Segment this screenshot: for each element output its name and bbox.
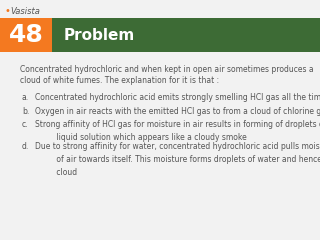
Text: Oxygen in air reacts with the emitted HCl gas to from a cloud of chlorine gas: Oxygen in air reacts with the emitted HC… [35, 107, 320, 116]
Text: •: • [4, 6, 10, 16]
Text: Concentrated hydrochloric acid emits strongly smelling HCl gas all the time: Concentrated hydrochloric acid emits str… [35, 93, 320, 102]
Text: Vasista: Vasista [10, 6, 40, 16]
Text: a.: a. [22, 93, 29, 102]
Text: Due to strong affinity for water, concentrated hydrochloric acid pulls moisture
: Due to strong affinity for water, concen… [35, 142, 320, 177]
Text: Problem: Problem [64, 28, 135, 42]
Text: b.: b. [22, 107, 29, 116]
Text: d.: d. [22, 142, 29, 151]
FancyBboxPatch shape [0, 18, 52, 52]
Text: c.: c. [22, 120, 28, 129]
Text: 48: 48 [9, 23, 44, 47]
Text: Strong affinity of HCl gas for moisture in air results in forming of droplets of: Strong affinity of HCl gas for moisture … [35, 120, 320, 142]
FancyBboxPatch shape [52, 18, 320, 52]
Text: cloud of white fumes. The explanation for it is that :: cloud of white fumes. The explanation fo… [20, 76, 219, 85]
Text: Concentrated hydrochloric and when kept in open air sometimes produces a: Concentrated hydrochloric and when kept … [20, 65, 314, 74]
